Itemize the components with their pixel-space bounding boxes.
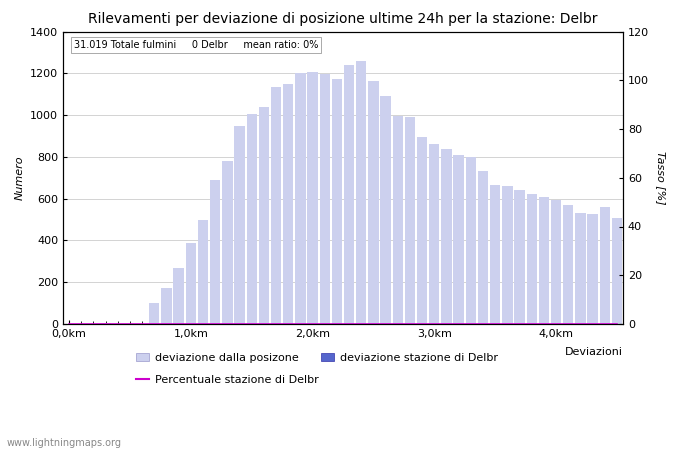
Bar [490,185,500,324]
Bar [526,194,537,324]
Bar [454,155,464,324]
Bar [161,288,172,324]
Bar [368,81,379,324]
Bar [356,61,366,324]
Bar [478,171,488,324]
Bar [332,78,342,324]
Bar [441,148,452,324]
Bar [551,200,561,324]
Bar [283,84,293,324]
Bar [575,213,586,324]
Bar [174,268,184,324]
Bar [393,116,403,324]
Bar [563,205,573,324]
Text: www.lightningmaps.org: www.lightningmaps.org [7,438,122,448]
Bar [307,72,318,324]
Bar [612,219,622,324]
Bar [100,323,111,324]
Title: Rilevamenti per deviazione di posizione ultime 24h per la stazione: Delbr: Rilevamenti per deviazione di posizione … [88,12,598,26]
Bar [222,161,232,324]
Bar [600,207,610,324]
Y-axis label: Tasso [%]: Tasso [%] [656,151,666,205]
Bar [429,144,440,324]
Bar [271,87,281,324]
Bar [210,180,220,324]
Bar [149,303,160,324]
Bar [186,243,196,324]
Bar [502,186,512,324]
Bar [320,74,330,324]
Bar [295,73,306,324]
Bar [259,107,269,324]
Legend: Percentuale stazione di Delbr: Percentuale stazione di Delbr [136,375,318,385]
Bar [466,157,476,324]
Bar [380,96,391,324]
Bar [405,117,415,324]
Bar [198,220,208,324]
Bar [417,137,427,324]
Y-axis label: Numero: Numero [15,156,24,200]
Bar [539,197,549,324]
Text: 31.019 Totale fulmini     0 Delbr     mean ratio: 0%: 31.019 Totale fulmini 0 Delbr mean ratio… [74,40,318,50]
Text: Deviazioni: Deviazioni [565,347,623,357]
Bar [246,114,257,324]
Bar [344,65,354,324]
Bar [587,214,598,324]
Bar [234,126,245,324]
Bar [514,190,525,324]
